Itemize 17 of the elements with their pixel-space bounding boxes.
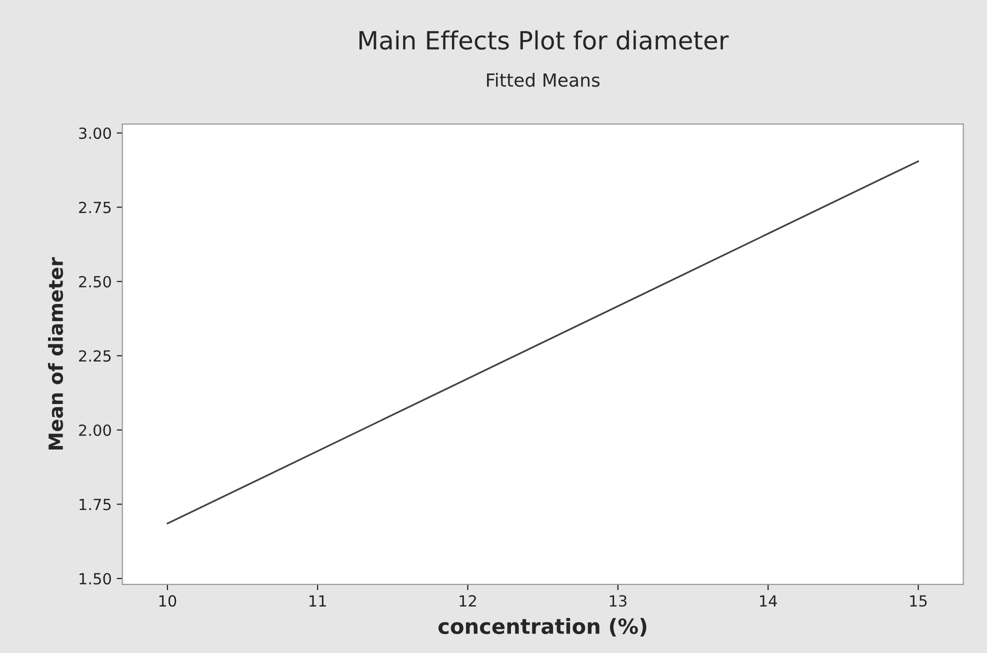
y-tick-label: 2.00	[79, 424, 111, 436]
x-axis-title: concentration (%)	[438, 618, 646, 637]
y-axis-title: Mean of diameter	[48, 257, 64, 450]
x-tick-label: 13	[610, 595, 626, 607]
x-tick-label: 10	[159, 595, 176, 607]
y-tick-label: 2.50	[79, 276, 111, 288]
x-tick-label: 12	[460, 595, 476, 606]
x-tick-label: 11	[310, 595, 326, 606]
x-tick-label: 15	[910, 595, 927, 607]
chart-subtitle: Fitted Means	[487, 72, 600, 87]
y-tick-label: 1.50	[80, 572, 111, 585]
y-tick-label: 3.00	[79, 127, 111, 139]
y-tick-label: 2.25	[79, 350, 111, 362]
x-tick-label: 14	[760, 595, 777, 606]
y-tick-label: 2.75	[79, 202, 111, 214]
chart-title: Main Effects Plot for diameter	[359, 30, 729, 50]
y-tick-label: 1.75	[80, 498, 111, 510]
